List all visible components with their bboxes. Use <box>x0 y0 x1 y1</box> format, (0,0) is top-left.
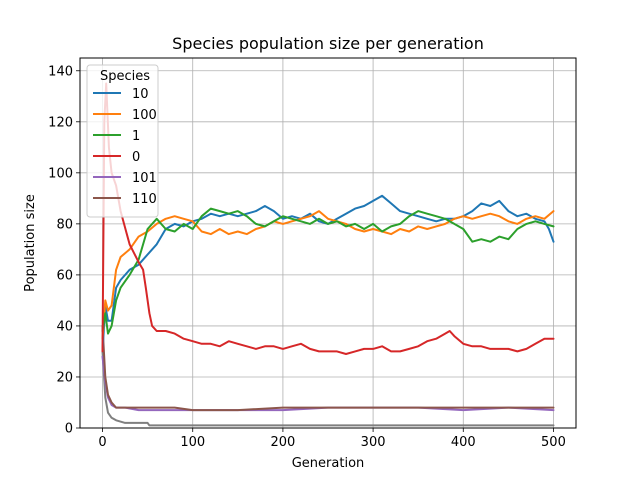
series-line-10 <box>101 194 555 353</box>
y-tick-label: 120 <box>48 115 73 130</box>
legend-box <box>86 64 159 218</box>
y-tick-label: 140 <box>48 64 73 79</box>
x-tick-label: 200 <box>270 435 295 450</box>
legend-label: 110 <box>132 192 157 207</box>
x-tick-label: 500 <box>541 435 566 450</box>
legend-label: 0 <box>132 150 140 165</box>
chart-title: Species population size per generation <box>172 34 484 53</box>
y-axis: 0 20 40 60 80 100 120 140 <box>48 64 80 437</box>
y-tick-label: 0 <box>65 422 73 437</box>
y-tick-label: 60 <box>56 268 73 283</box>
x-tick-label: 300 <box>361 435 386 450</box>
legend-label: 1 <box>132 129 140 144</box>
series-lines <box>101 82 555 427</box>
y-tick-label: 80 <box>56 217 73 232</box>
series-line-110 <box>101 324 555 412</box>
series-line-1 <box>101 207 555 335</box>
x-axis: 0 100 200 300 400 500 <box>98 428 566 450</box>
x-tick-label: 400 <box>451 435 476 450</box>
legend-label: 101 <box>132 171 157 186</box>
series-line-100 <box>101 210 555 340</box>
x-tick-label: 0 <box>98 435 106 450</box>
legend-title: Species <box>100 69 150 84</box>
plot-frame <box>79 57 577 429</box>
y-tick-label: 100 <box>48 166 73 181</box>
y-tick-label: 20 <box>56 370 73 385</box>
legend-label: 10 <box>132 87 149 102</box>
x-axis-label: Generation <box>292 456 365 471</box>
series-line-unlabeled <box>101 350 555 427</box>
y-axis-label: Population size <box>23 194 38 292</box>
x-tick-label: 100 <box>180 435 205 450</box>
y-tick-label: 40 <box>56 319 73 334</box>
legend-label: 100 <box>132 108 157 123</box>
series-line-0 <box>101 82 555 355</box>
